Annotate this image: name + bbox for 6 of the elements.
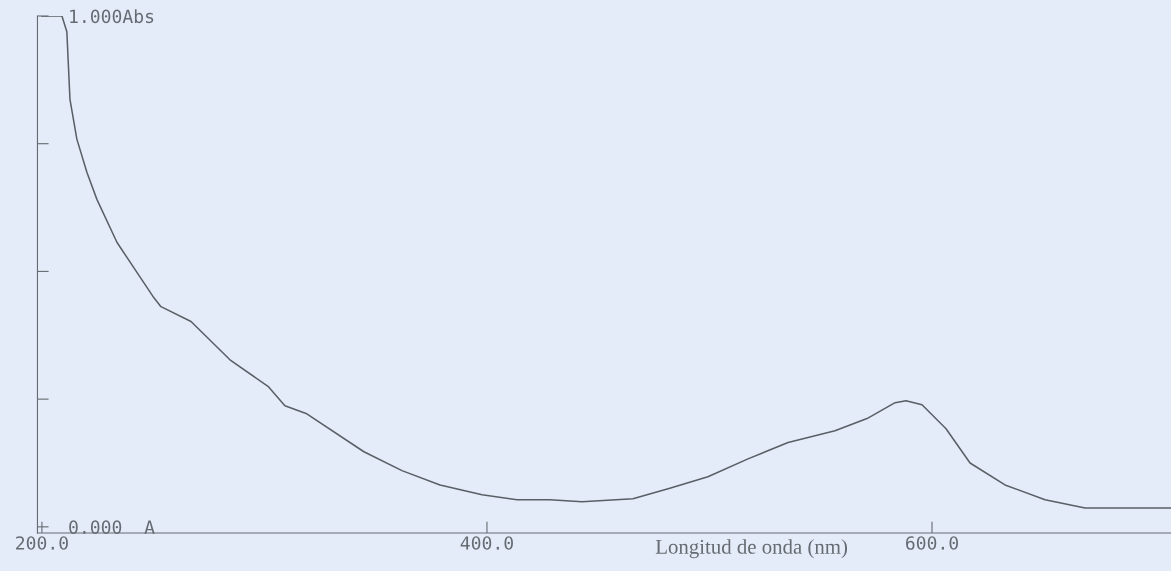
x-tick-label: 400.0 [460, 536, 513, 550]
y-tick-label: 0.000 A [69, 520, 155, 535]
y-tick-label: 1.000Abs [70, 9, 154, 24]
x-axis-title: Longitud de onda (nm) [655, 539, 848, 559]
x-tick-label: 200.0 [16, 536, 68, 550]
x-tick-label: 600.0 [906, 536, 959, 550]
